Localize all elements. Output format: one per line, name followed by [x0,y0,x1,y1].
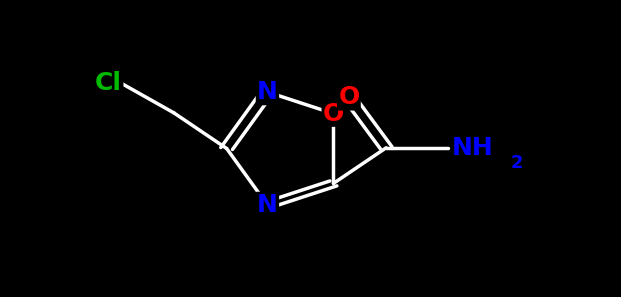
Text: O: O [338,85,360,109]
Text: O: O [323,102,344,126]
Text: NH: NH [452,136,494,160]
Text: N: N [257,80,278,104]
Text: Cl: Cl [95,71,122,95]
Text: N: N [257,193,278,217]
Text: 2: 2 [510,154,523,172]
